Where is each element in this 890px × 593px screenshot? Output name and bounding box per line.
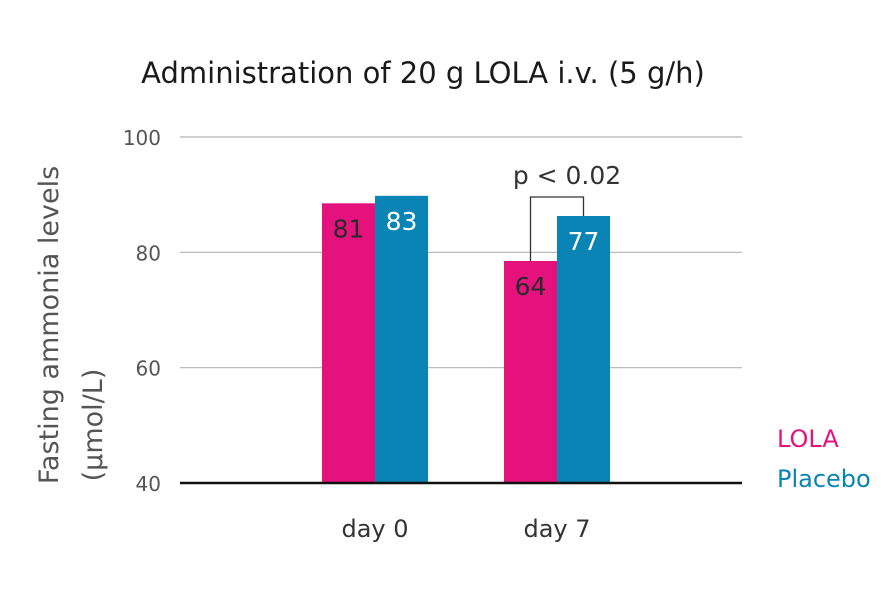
y-tick-label: 80 bbox=[136, 241, 161, 265]
y-tick-label: 40 bbox=[136, 472, 161, 496]
grid-lines bbox=[180, 136, 742, 369]
bar-placebo-day-7 bbox=[557, 216, 610, 483]
bar-data-label: 81 bbox=[333, 214, 365, 243]
significance-bracket bbox=[529, 196, 585, 261]
bar-data-label: 77 bbox=[568, 227, 600, 256]
legend: LOLA Placebo bbox=[777, 425, 871, 493]
x-tick-labels: day 0 day 7 bbox=[341, 515, 590, 543]
y-axis-label-line2: (µmol/L) bbox=[78, 369, 109, 482]
legend-item-lola: LOLA bbox=[777, 425, 839, 453]
significance-annotation: p < 0.02 bbox=[513, 161, 621, 261]
bars: 81 83 64 77 bbox=[322, 195, 610, 484]
y-axis-label: Fasting ammonia levels (µmol/L) bbox=[34, 166, 109, 484]
bar-lola-day-7 bbox=[504, 260, 557, 483]
x-tick-label: day 7 bbox=[523, 515, 590, 543]
y-axis-label-line1: Fasting ammonia levels bbox=[34, 166, 65, 484]
legend-item-placebo: Placebo bbox=[777, 465, 871, 493]
chart-title: Administration of 20 g LOLA i.v. (5 g/h) bbox=[141, 56, 705, 90]
y-tick-labels: 40 60 80 100 bbox=[123, 126, 161, 496]
p-value-label: p < 0.02 bbox=[513, 161, 621, 190]
y-tick-label: 100 bbox=[123, 126, 161, 150]
bar-placebo-day-0 bbox=[375, 195, 428, 483]
bar-data-label: 64 bbox=[515, 272, 547, 301]
y-tick-label: 60 bbox=[136, 357, 161, 381]
bar-data-label: 83 bbox=[386, 207, 418, 236]
x-tick-label: day 0 bbox=[341, 515, 408, 543]
bar-lola-day-0 bbox=[322, 203, 375, 484]
